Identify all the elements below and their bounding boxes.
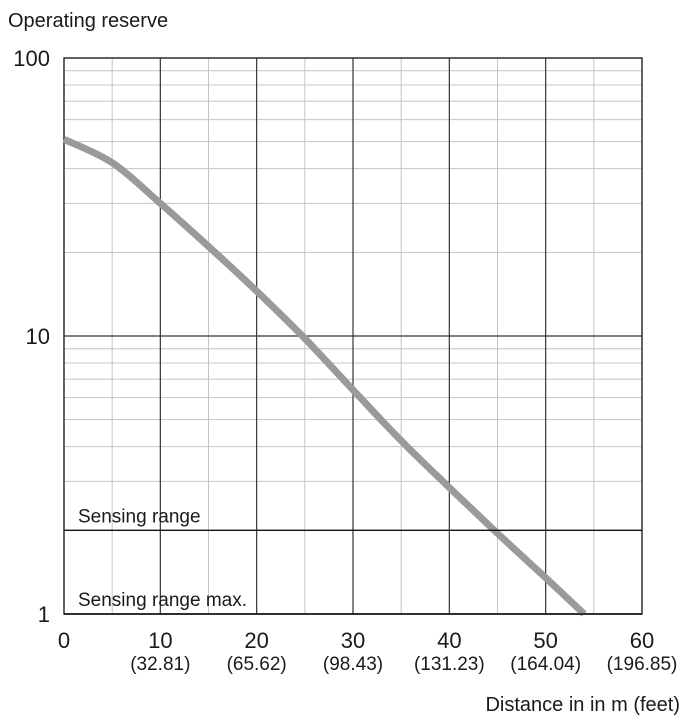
x-tick-sublabel: (65.62) — [227, 654, 287, 675]
x-tick-label: 50 — [533, 628, 557, 653]
x-tick-sublabel: (131.23) — [414, 654, 485, 675]
y-tick-label: 10 — [26, 324, 50, 349]
x-tick-label: 30 — [341, 628, 365, 653]
x-tick-label: 60 — [630, 628, 654, 653]
x-tick-sublabel: (32.81) — [130, 654, 190, 675]
y-tick-label: 1 — [38, 602, 50, 627]
x-tick-sublabel: (196.85) — [607, 654, 678, 675]
annotation-layer: Sensing range Sensing range max. — [64, 506, 642, 615]
series-layer — [62, 136, 587, 617]
x-tick-sublabel: (98.43) — [323, 654, 383, 675]
operating-reserve-curve — [62, 136, 587, 617]
annotation-label: Sensing range max. — [78, 590, 247, 611]
y-tick-label: 100 — [13, 46, 50, 71]
x-axis-label: Distance in in m (feet) — [485, 694, 680, 716]
y-axis-label: Operating reserve — [8, 10, 168, 32]
x-tick-label: 20 — [244, 628, 268, 653]
x-tick-label: 10 — [148, 628, 172, 653]
x-tick-label: 0 — [58, 628, 70, 653]
annotation-label: Sensing range — [78, 506, 201, 527]
major-grid — [63, 57, 643, 615]
x-tick-sublabel: (164.04) — [510, 654, 581, 675]
x-tick-label: 40 — [437, 628, 461, 653]
